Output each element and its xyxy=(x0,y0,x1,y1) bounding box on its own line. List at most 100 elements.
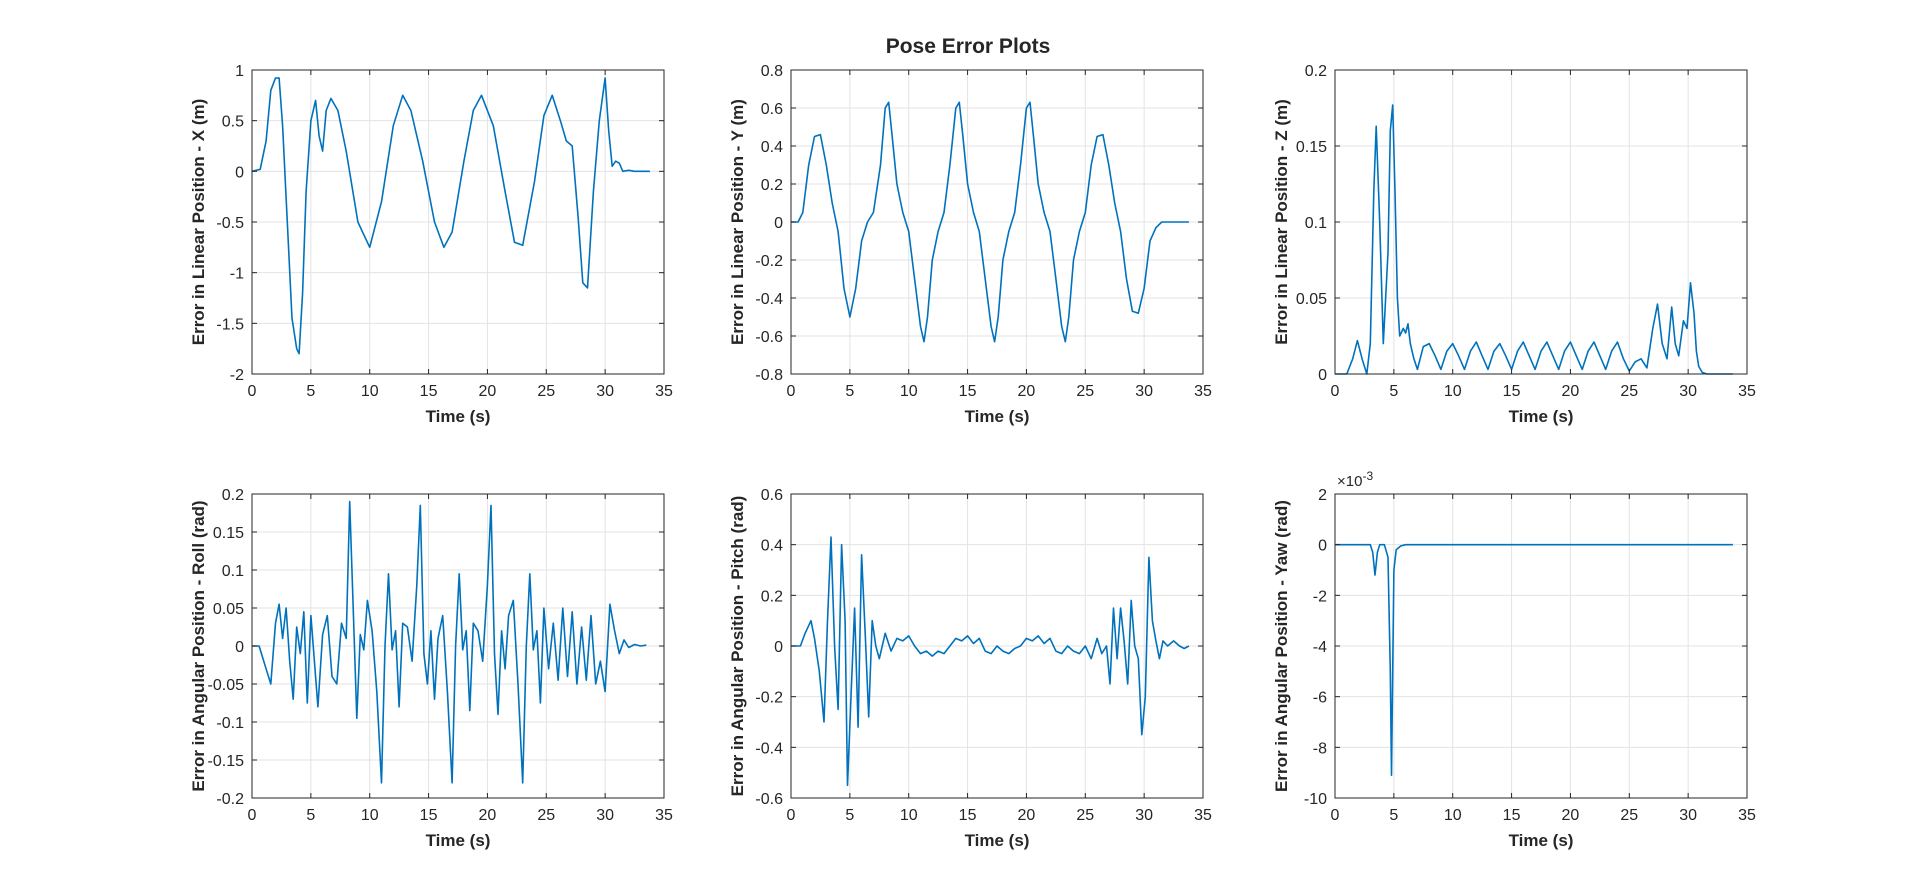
y-tick-label: -0.2 xyxy=(755,253,783,270)
x-tick-label: 10 xyxy=(900,383,918,400)
x-tick-label: 25 xyxy=(537,807,555,824)
x-tick-label: 25 xyxy=(1076,807,1094,824)
x-tick-label: 10 xyxy=(361,383,379,400)
y-tick-label: -0.2 xyxy=(216,791,244,808)
x-tick-label: 5 xyxy=(1389,383,1398,400)
y-tick-label: 0.6 xyxy=(761,487,783,504)
x-tick-label: 30 xyxy=(1679,383,1697,400)
x-tick-label: 15 xyxy=(1503,383,1521,400)
subplot-4: 0 5 10 15 20 25 30 35 -0.2 -0.15 -0.1 -0.05 0 0.05 0.1… xyxy=(189,487,673,850)
x-tick-label: 30 xyxy=(596,807,614,824)
x-tick-label: 5 xyxy=(845,807,854,824)
x-tick-label: 15 xyxy=(959,383,977,400)
x-tick-label: 30 xyxy=(1679,807,1697,824)
y-tick-label: 0 xyxy=(774,215,783,232)
x-tick-label: 0 xyxy=(248,807,257,824)
x-tick-label: 35 xyxy=(1194,383,1212,400)
y-tick-label: 0.4 xyxy=(761,139,783,156)
x-tick-label: 0 xyxy=(787,807,796,824)
y-tick-label: -0.15 xyxy=(208,753,245,770)
y-tick-label: 0 xyxy=(1318,538,1327,555)
x-tick-label: 20 xyxy=(1562,383,1580,400)
error-series-line xyxy=(252,500,647,784)
y-tick-label: 0.4 xyxy=(761,538,783,555)
x-tick-label: 5 xyxy=(1389,807,1398,824)
figure-title: Pose Error Plots xyxy=(886,35,1051,58)
y-tick-label: -0.2 xyxy=(755,690,783,707)
x-tick-label: 35 xyxy=(1194,807,1212,824)
y-tick-label: 0 xyxy=(1318,367,1327,384)
y-tick-label: 0 xyxy=(235,639,244,656)
y-tick-label: 1 xyxy=(235,63,244,80)
y-tick-label: 0.6 xyxy=(761,101,783,118)
y-tick-label: -2 xyxy=(230,367,244,384)
x-tick-label: 25 xyxy=(1076,383,1094,400)
y-tick-label: 0.05 xyxy=(1296,291,1327,308)
x-axis-label: Time (s) xyxy=(1509,831,1574,850)
x-tick-label: 10 xyxy=(361,807,379,824)
subplot-6: 0 5 10 15 20 25 30 35 -10 -8 -6 -4 -2 0 2 Time (s) Error… xyxy=(1272,469,1756,850)
x-tick-label: 35 xyxy=(655,383,673,400)
x-axis-label: Time (s) xyxy=(965,831,1030,850)
y-axis-label: Error in Angular Position - Roll (rad) xyxy=(189,500,208,791)
y-tick-label: 0 xyxy=(774,639,783,656)
x-tick-label: 35 xyxy=(1738,383,1756,400)
x-axis-label: Time (s) xyxy=(426,407,491,426)
y-tick-label: 0.8 xyxy=(761,63,783,80)
subplot-5: 0 5 10 15 20 25 30 35 -0.6 -0.4 -0.2 0 0.2 0.4 0.6 Time… xyxy=(728,487,1212,850)
y-tick-label: 0.2 xyxy=(222,487,244,504)
y-tick-label: -0.1 xyxy=(216,715,244,732)
x-tick-label: 25 xyxy=(1620,383,1638,400)
x-tick-label: 15 xyxy=(1503,807,1521,824)
y-tick-label: -0.6 xyxy=(755,791,783,808)
y-tick-label: -4 xyxy=(1313,639,1327,656)
y-tick-label: -0.6 xyxy=(755,329,783,346)
y-tick-label: 0 xyxy=(235,164,244,181)
y-axis-label: Error in Angular Position - Yaw (rad) xyxy=(1272,500,1291,792)
y-axis-label: Error in Linear Position - Y (m) xyxy=(728,99,747,345)
x-tick-label: 20 xyxy=(479,383,497,400)
x-tick-label: 25 xyxy=(537,383,555,400)
y-axis-label: Error in Linear Position - Z (m) xyxy=(1272,99,1291,345)
y-tick-label: -6 xyxy=(1313,690,1327,707)
subplot-2: 0 5 10 15 20 25 30 35 -0.8 -0.6 -0.4 -0.2 0 0.2 0.4 0.6… xyxy=(728,63,1212,426)
y-tick-label: 0.15 xyxy=(1296,139,1327,156)
error-series-line xyxy=(1335,543,1733,776)
subplot-1: 0 5 10 15 20 25 30 35 -2 -1.5 -1 -0.5 0 0.5 1 Time (s) E… xyxy=(189,63,673,426)
x-tick-label: 0 xyxy=(787,383,796,400)
x-tick-label: 35 xyxy=(655,807,673,824)
x-axis-label: Time (s) xyxy=(1509,407,1574,426)
y-tick-label: 0.2 xyxy=(761,588,783,605)
x-tick-label: 10 xyxy=(1444,383,1462,400)
y-tick-label: 2 xyxy=(1318,487,1327,504)
x-tick-label: 20 xyxy=(1018,383,1036,400)
y-exponent-label: ×10-3 xyxy=(1337,469,1373,490)
y-tick-label: -0.4 xyxy=(755,291,783,308)
y-tick-label: -0.05 xyxy=(208,677,245,694)
x-axis-label: Time (s) xyxy=(965,407,1030,426)
error-series-line xyxy=(1335,104,1733,375)
x-tick-label: 10 xyxy=(1444,807,1462,824)
y-tick-label: -10 xyxy=(1304,791,1327,808)
y-tick-label: 0.5 xyxy=(222,114,244,131)
x-tick-label: 10 xyxy=(900,807,918,824)
x-tick-label: 15 xyxy=(420,807,438,824)
x-tick-label: 5 xyxy=(306,807,315,824)
x-tick-label: 30 xyxy=(1135,383,1153,400)
y-tick-label: -0.4 xyxy=(755,740,783,757)
y-tick-label: -0.8 xyxy=(755,367,783,384)
x-tick-label: 0 xyxy=(1331,383,1340,400)
x-tick-label: 30 xyxy=(1135,807,1153,824)
subplot-3: 0 5 10 15 20 25 30 35 0 0.05 0.1 0.15 0.2 Time (s) Err… xyxy=(1272,63,1756,426)
x-tick-label: 0 xyxy=(1331,807,1340,824)
x-tick-label: 20 xyxy=(1018,807,1036,824)
x-tick-label: 20 xyxy=(1562,807,1580,824)
error-series-line xyxy=(791,536,1190,787)
x-tick-label: 35 xyxy=(1738,807,1756,824)
x-tick-label: 25 xyxy=(1620,807,1638,824)
y-tick-label: -1.5 xyxy=(216,316,244,333)
y-tick-label: 0.1 xyxy=(222,563,244,580)
y-tick-label: -1 xyxy=(230,266,244,283)
y-tick-label: 0.2 xyxy=(761,177,783,194)
